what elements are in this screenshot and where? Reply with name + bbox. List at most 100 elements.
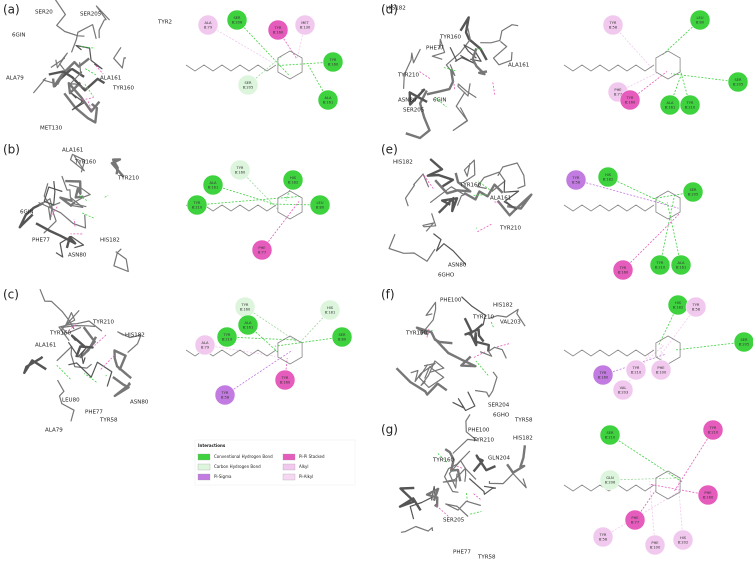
ligand-stick [426, 158, 455, 188]
h-bond [73, 218, 76, 227]
residue-2d-label: ALA B:79 [201, 341, 210, 350]
interaction-line [602, 490, 682, 538]
residue-2d-label: HIS B:182 [288, 176, 299, 185]
h-bond [466, 493, 468, 501]
ligand-ring [277, 50, 303, 80]
interaction-line [659, 194, 675, 266]
residue-3d-label: 6GIN [12, 33, 26, 39]
legend-label: Pi-Alkyl [299, 474, 313, 479]
residue-3d-label: ALA161 [35, 343, 56, 349]
h-bond [84, 68, 97, 76]
ligand-stick [471, 48, 488, 76]
residue-3d-label: HIS182 [386, 6, 406, 12]
residue-3d-label: PHE77 [453, 550, 471, 556]
interaction-line [634, 490, 656, 521]
ligand-stick [442, 467, 467, 483]
ligand-stick [95, 5, 111, 39]
panel: (c) TYR210 TYR160 HIS182 ALA161 LEU80 PHE77 TYR… [3, 288, 353, 434]
residue-node [612, 259, 634, 281]
ligand-stick [43, 181, 63, 206]
legend-swatch [197, 473, 211, 481]
h-bond [87, 101, 93, 112]
ligand-chain [563, 484, 655, 492]
ligand-stick [70, 334, 94, 358]
residue-2d-label: PHE B:160 [703, 491, 714, 500]
residue-node [237, 314, 259, 336]
residue-2d-label: SER B:206 [232, 16, 243, 25]
h-bond [84, 83, 94, 97]
residue-2d-label: TYR B:210 [631, 366, 642, 375]
residue-node [702, 419, 724, 441]
residue-3d-label: TYR210 [92, 320, 115, 326]
ligand-stick [69, 153, 86, 173]
interaction-line [274, 336, 343, 347]
interaction-line [308, 65, 329, 101]
residue-3d-label: ASN80 [398, 98, 417, 104]
ligand-stick [463, 44, 482, 62]
ligand-stick [463, 183, 504, 201]
residue-2d-label: TYR B:160 [598, 371, 609, 380]
h-bond [79, 195, 88, 202]
residue-2d-label: SER B:205 [688, 188, 699, 197]
residue-2d-label: GLN B:206 [605, 476, 616, 485]
ligand-stick [492, 40, 513, 66]
ligand-stick [497, 162, 526, 189]
residue-3d-label: ALA161 [100, 76, 121, 82]
ligand-stick [110, 158, 125, 178]
residue-3d-label: GLN204 [488, 456, 510, 462]
ligand-stick [43, 183, 61, 221]
residue-node [194, 334, 216, 356]
residue-3d-label: PHE100 [440, 298, 462, 304]
residue-3d-label: SER205 [403, 108, 425, 114]
residue-2d-label: SER B:205 [733, 78, 744, 87]
ligand-stick [489, 308, 526, 327]
residue-node [624, 509, 646, 531]
ligand-stick [69, 91, 85, 111]
residue-3d-label: ALA161 [490, 196, 511, 202]
ligand-stick [426, 69, 455, 96]
residue-2d-label: TYR B:58 [221, 391, 230, 400]
residue-3d-label: TYR160 [405, 331, 428, 337]
panel: (g) PHE100 TYR210 HIS182 TYR160 GLN204 SER205 P… [381, 414, 724, 561]
ligand-stick [32, 63, 66, 94]
h-bond [470, 511, 482, 515]
panel-label: (c) [3, 288, 19, 302]
panel-label: (f) [381, 288, 395, 302]
residue-2d-label: SER B:205 [243, 81, 254, 90]
residue-2d-label: VAL B:203 [618, 386, 629, 395]
residue-3d-label: SER20 [35, 10, 53, 16]
legend-label: Pi-Pi Stacked [299, 454, 325, 459]
residue-2d-label: TYR B:210 [685, 101, 696, 110]
h-bond [473, 351, 486, 358]
interaction-line [622, 213, 680, 271]
residue-2d-label: PHE B:77 [631, 516, 639, 525]
ligand-stick [480, 24, 519, 44]
residue-2d-label: ALA B:161 [208, 181, 219, 190]
residue-node [689, 9, 711, 31]
residue-3d-label: TYR58 [99, 418, 118, 424]
panel-label: (d) [381, 3, 398, 17]
residue-3d-label: 6GHO [438, 273, 455, 279]
ligand-stick [418, 364, 445, 389]
residue-3d-label: ALA161 [508, 63, 529, 69]
interaction-line [204, 344, 276, 357]
legend-swatch [282, 463, 296, 471]
ligand-stick [395, 367, 448, 396]
residue-2d-label: HIS B:181 [325, 306, 336, 315]
ligand-stick [112, 376, 131, 398]
residue-3d-label: TYR210 [117, 176, 140, 182]
legend-swatch [282, 473, 296, 481]
interaction-line [575, 179, 679, 209]
residue-node [619, 89, 641, 111]
residue-2d-label: SER B:205 [739, 338, 750, 347]
ligand-stick [433, 233, 467, 266]
ligand-stick [38, 201, 87, 229]
panel: (d)HIS182 TYR160 PHE77 TYR210 ALA161 ASN80 SER… [381, 3, 749, 140]
residue-node [237, 74, 259, 96]
interaction-line [649, 481, 656, 546]
residue-node [186, 194, 208, 216]
residue-2d-label: TYR B:210 [222, 333, 233, 342]
ligand-stick [48, 70, 106, 92]
legend-label: Pi-Sigma [214, 474, 232, 479]
residue-2d-label: TYR B:210 [192, 201, 203, 210]
